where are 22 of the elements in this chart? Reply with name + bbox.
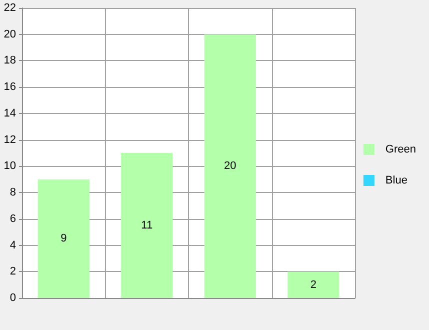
- legend-label: Green: [385, 144, 416, 156]
- y-tick-label: 2: [10, 266, 16, 278]
- y-tick-label: 8: [10, 186, 16, 199]
- y-tick-label: 20: [4, 28, 16, 40]
- y-tick-label: 6: [10, 212, 16, 225]
- legend-label: Blue: [385, 174, 408, 186]
- data-label: 2: [310, 278, 316, 291]
- bar: [204, 34, 256, 298]
- data-label: 9: [60, 232, 67, 245]
- y-tick-label: 18: [4, 54, 16, 67]
- data-label: 11: [141, 220, 153, 232]
- y-tick-label: 22: [4, 2, 16, 14]
- bar: [288, 272, 340, 298]
- y-tick-label: 0: [10, 292, 16, 304]
- y-tick-label: 16: [4, 81, 16, 94]
- y-tick-label: 12: [4, 134, 16, 146]
- y-tick-label: 4: [10, 239, 16, 252]
- y-tick-label: 10: [4, 160, 16, 172]
- y-tick-label: 14: [4, 107, 16, 120]
- data-label: 20: [224, 160, 236, 172]
- bar: [121, 153, 173, 298]
- bar: [38, 179, 90, 298]
